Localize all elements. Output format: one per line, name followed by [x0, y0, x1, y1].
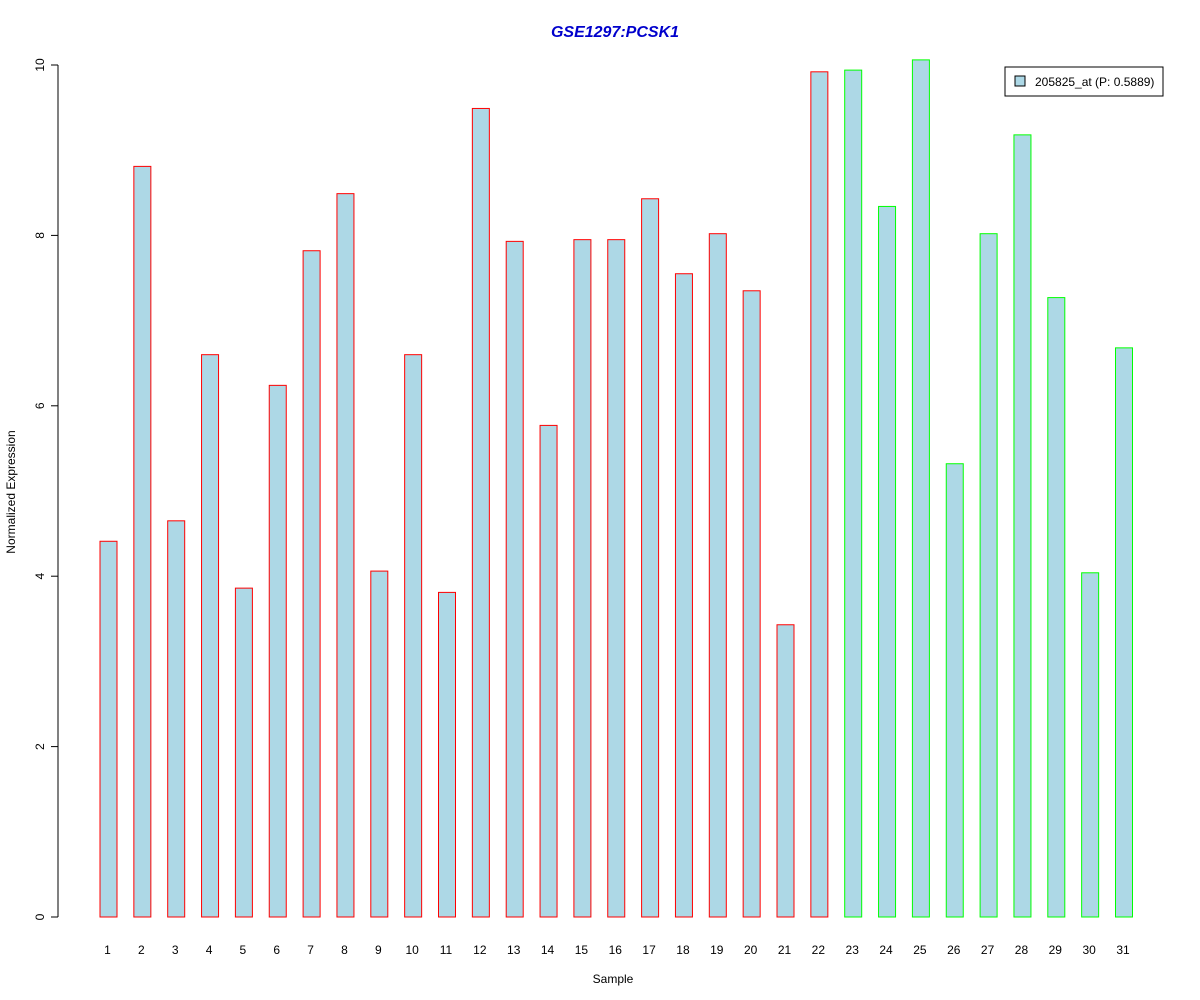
x-tick-label: 9	[375, 943, 382, 957]
bar	[404, 354, 423, 918]
x-tick-label: 4	[206, 943, 213, 957]
bar	[674, 273, 693, 918]
bars	[99, 59, 1133, 918]
bar	[573, 239, 592, 918]
bar	[776, 624, 795, 918]
bar	[438, 591, 456, 918]
x-tick-label: 3	[172, 943, 179, 957]
x-tick-label: 19	[710, 943, 724, 957]
x-tick-label: 2	[138, 943, 145, 957]
y-axis: 0 2 4 6 8 10	[33, 58, 59, 920]
y-tick-label: 8	[33, 232, 47, 239]
x-tick-label: 17	[642, 943, 656, 957]
legend: 205825_at (P: 0.5889)	[1004, 66, 1164, 97]
x-tick-label: 14	[541, 943, 555, 957]
x-tick-label: 28	[1015, 943, 1029, 957]
x-tick-label: 20	[744, 943, 758, 957]
bar	[201, 354, 220, 918]
bar	[607, 239, 626, 918]
x-tick-label: 7	[307, 943, 314, 957]
x-tick-labels: 1 2 3 4 5 6 7 8 9 10 11 12 13 14 15 16 17 18 19 20 21 22 23 24 2…	[104, 943, 1130, 957]
x-tick-label: 24	[879, 943, 893, 957]
bar	[911, 59, 930, 918]
y-tick-label: 10	[33, 58, 47, 72]
x-tick-label: 16	[609, 943, 623, 957]
bar	[133, 165, 152, 918]
x-tick-label: 1	[104, 943, 111, 957]
x-tick-label: 29	[1049, 943, 1063, 957]
x-tick-label: 5	[240, 943, 247, 957]
x-tick-label: 13	[507, 943, 521, 957]
chart-title: GSE1297:PCSK1	[551, 24, 679, 41]
bar	[641, 198, 660, 918]
y-tick-label: 4	[33, 573, 47, 580]
y-tick-label: 6	[33, 402, 47, 409]
x-axis-label: Sample	[593, 972, 634, 986]
x-tick-label: 31	[1116, 943, 1130, 957]
x-tick-label: 25	[913, 943, 927, 957]
bar	[1115, 347, 1133, 918]
x-tick-label: 30	[1082, 943, 1096, 957]
bar	[167, 520, 186, 918]
x-tick-label: 6	[273, 943, 280, 957]
bar	[268, 384, 287, 918]
bar	[1081, 572, 1100, 918]
x-tick-label: 27	[981, 943, 995, 957]
legend-label: 205825_at (P: 0.5889)	[1035, 75, 1154, 89]
x-tick-label: 11	[440, 943, 453, 957]
bar	[708, 233, 727, 918]
x-tick-label: 21	[778, 943, 792, 957]
x-tick-label: 8	[341, 943, 348, 957]
y-axis-label: Normalized Expression	[4, 430, 18, 553]
legend-swatch	[1014, 75, 1026, 87]
y-tick-label: 0	[33, 913, 47, 920]
bar	[234, 587, 253, 918]
bar	[471, 107, 490, 918]
bar	[979, 233, 998, 918]
bar	[945, 463, 964, 918]
x-tick-label: 10	[405, 943, 419, 957]
bar	[878, 205, 897, 918]
x-tick-label: 18	[676, 943, 690, 957]
legend-box	[1004, 66, 1164, 97]
bar	[336, 193, 355, 918]
bar	[539, 424, 558, 918]
bar	[505, 240, 524, 918]
bar	[742, 290, 761, 918]
bar	[370, 570, 389, 918]
y-tick-label: 2	[33, 743, 47, 750]
bar	[99, 540, 118, 918]
x-tick-label: 15	[575, 943, 589, 957]
bar	[844, 69, 863, 918]
x-tick-label: 23	[846, 943, 860, 957]
x-tick-label: 26	[947, 943, 961, 957]
x-tick-label: 12	[473, 943, 487, 957]
x-tick-label: 22	[812, 943, 826, 957]
bar	[810, 71, 829, 918]
bar	[1047, 297, 1066, 918]
bar	[1013, 134, 1032, 918]
bar	[302, 250, 321, 918]
